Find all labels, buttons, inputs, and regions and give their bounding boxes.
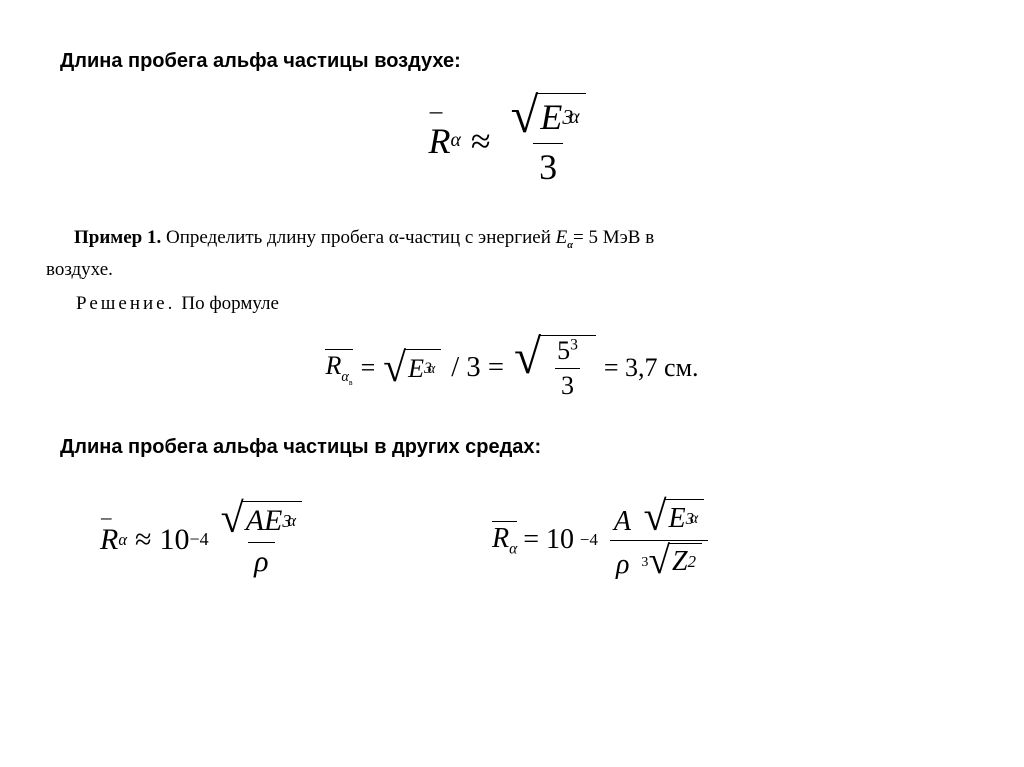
- surd-icon: √: [514, 335, 541, 401]
- f4-A: A: [614, 506, 631, 537]
- f4-E: E: [669, 503, 686, 535]
- denominator: 3: [533, 143, 563, 188]
- f4-Zsup: 2: [688, 552, 696, 572]
- sub-alpha: α: [451, 129, 461, 152]
- row-other-media: Rα ≈ 10−4 √ AE3α ρ: [40, 499, 984, 581]
- f4-sub: α: [509, 541, 517, 558]
- f4-eq: = 10: [523, 524, 574, 556]
- f2-rad-sub: α: [428, 361, 436, 378]
- formula-other-right: Rα = 10 −4 A √ E 3 α ρ: [492, 499, 714, 581]
- f4-Esub: α: [690, 510, 698, 528]
- formula-example: Rαв = √ E3α / 3 = √ 53 3 = 3,7 см.: [40, 335, 984, 401]
- f2-rad-E: E: [408, 354, 424, 384]
- surd-icon: √: [643, 499, 666, 537]
- f4-R: R: [492, 523, 509, 554]
- surd-icon: √: [511, 93, 539, 138]
- heading-other: Длина пробега альфа частицы в других сре…: [60, 436, 984, 459]
- energy-sym: E: [556, 227, 568, 248]
- example-label: Пример 1.: [74, 227, 161, 248]
- surd-icon: √: [648, 543, 670, 578]
- radicand-sub: α: [569, 106, 579, 129]
- solution-label-line: Решение. По формуле: [76, 293, 984, 315]
- approx-sign: ≈: [471, 120, 491, 162]
- f3-coeff: 10: [159, 523, 189, 557]
- f3-denom: ρ: [248, 542, 274, 579]
- f3-R: R: [100, 523, 118, 557]
- solution-after: По формуле: [181, 293, 279, 314]
- formula-other-left: Rα ≈ 10−4 √ AE3α ρ: [100, 501, 312, 579]
- f2-eq1: =: [361, 353, 376, 383]
- f3-coeffsup: −4: [189, 529, 208, 550]
- symbol-R: R: [429, 120, 451, 162]
- solution-label: Решение.: [76, 293, 175, 314]
- example-block: Пример 1. Определить длину пробега α-час…: [40, 223, 984, 285]
- f2-div: / 3 =: [451, 352, 504, 384]
- f3-approx: ≈: [135, 523, 151, 557]
- f2-sub: αв: [341, 369, 352, 385]
- example-text: Определить длину пробега α-частиц с энер…: [161, 227, 555, 248]
- f2-result: = 3,7 см.: [604, 353, 699, 383]
- radicand-E: E: [540, 96, 562, 138]
- surd-icon: √: [221, 501, 244, 539]
- f4-rho: ρ: [616, 549, 629, 580]
- surd-icon: √: [383, 349, 406, 386]
- f3-Esub: α: [287, 511, 296, 531]
- heading-air: Длина пробега альфа частицы воздухе:: [60, 50, 984, 73]
- f3-E: E: [264, 504, 282, 538]
- f3-sub: α: [118, 530, 127, 550]
- energy-value: = 5 МэВ в: [573, 227, 654, 248]
- formula-air: Rα ≈ √ E3α 3: [40, 93, 984, 188]
- f4-coeffsup: −4: [580, 530, 598, 550]
- example-line2: воздухе.: [46, 259, 113, 280]
- f3-A: A: [246, 504, 264, 538]
- f4-Z: Z: [672, 546, 688, 578]
- f2-R: R: [325, 351, 341, 380]
- f4-rootindex: 3: [641, 555, 648, 570]
